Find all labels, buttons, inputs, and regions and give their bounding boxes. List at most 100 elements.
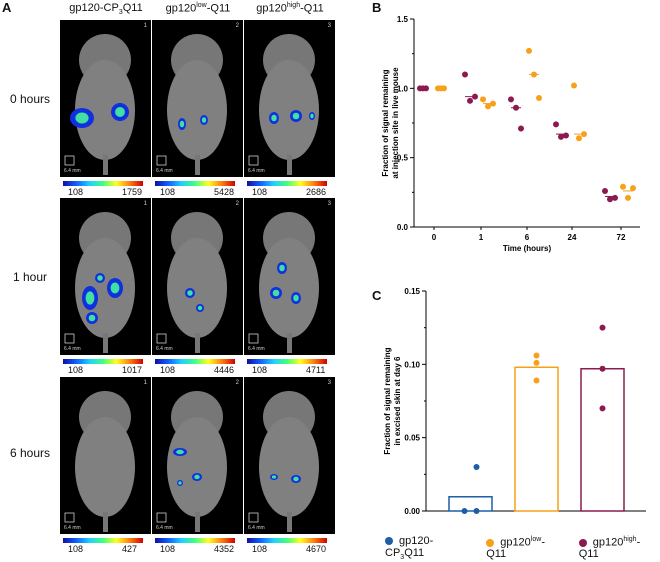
data-point: [472, 93, 478, 100]
data-point: [467, 97, 473, 104]
colorbar-min: 108: [68, 544, 84, 554]
colorbar-max: 4446: [214, 365, 235, 375]
colorbar-max: 4711: [306, 365, 326, 375]
column-title-low: gp120low-Q11: [165, 2, 231, 15]
row-label-6h: 6 hours: [9, 446, 51, 460]
colorbar-max: 5428: [214, 187, 235, 197]
scale-label: 6.4 mm: [156, 525, 173, 531]
colorbar-max: 4352: [214, 544, 235, 554]
bar: [448, 496, 493, 512]
data-point: [620, 183, 626, 190]
data-point: [473, 464, 480, 470]
colorbar-min: 108: [68, 187, 84, 197]
colorbar-max: 1759: [122, 187, 143, 197]
x-tick-label: 24: [568, 233, 577, 242]
legend-item-cp3: gp120-CP3Q11: [385, 535, 434, 562]
y-tick-label: 0.5: [397, 154, 409, 163]
panel-label-a: A: [2, 0, 12, 15]
legend-item-high: gp120high-Q11: [578, 535, 641, 561]
mouse-image: 1 6.4 mm: [60, 377, 151, 534]
data-point: [441, 85, 447, 92]
data-point: [513, 104, 519, 111]
colorbar: [247, 359, 327, 364]
panel-number: 1: [143, 201, 147, 207]
y-tick-label: 0.15: [404, 287, 420, 296]
y-tick-label: 1.0: [397, 84, 409, 93]
legend-marker: [385, 537, 393, 546]
mouse-image: 2 6.4 mm: [152, 20, 243, 177]
data-point: [508, 96, 514, 103]
data-point: [607, 196, 613, 203]
panel-number: 1: [143, 380, 147, 386]
panel-number: 3: [327, 201, 331, 207]
scale-label: 6.4 mm: [248, 525, 265, 531]
mouse-image: 2 6.4 mm: [152, 198, 243, 355]
mouse-image: 3 6.4 mm: [244, 377, 335, 534]
colorbar: [247, 181, 327, 186]
legend: gp120-CP3Q11 gp120low-Q11 gp120high-Q11: [385, 535, 660, 561]
colorbar-min: 108: [252, 365, 268, 375]
y-axis-title: Fraction of signal remainingat injection…: [381, 67, 400, 179]
y-tick-label: 0.0: [397, 223, 409, 232]
y-axis-title: Fraction of signal remainingin excised s…: [383, 347, 402, 454]
data-point: [461, 508, 468, 514]
panel-number: 1: [143, 23, 147, 29]
column-title-cp3: gp120-CP3Q11: [69, 2, 143, 17]
scale-label: 6.4 mm: [64, 168, 81, 174]
data-point: [571, 82, 577, 89]
data-point: [531, 71, 537, 78]
panel-number: 3: [327, 380, 331, 386]
data-point: [533, 359, 540, 366]
data-point: [518, 125, 524, 132]
scale-label: 6.4 mm: [64, 346, 81, 352]
data-point: [417, 85, 423, 92]
colorbar: [63, 538, 143, 543]
data-point: [462, 71, 468, 78]
colorbar-min: 108: [160, 544, 176, 554]
data-point: [438, 85, 444, 92]
colorbar-min: 108: [68, 365, 84, 375]
mouse-image: 2 6.4 mm: [152, 377, 243, 534]
x-tick-label: 6: [525, 233, 530, 242]
data-point: [533, 377, 540, 384]
legend-marker: [578, 538, 587, 547]
colorbar: [155, 538, 235, 543]
y-tick-label: 0.10: [404, 360, 420, 369]
scale-label: 6.4 mm: [156, 346, 173, 352]
bar: [580, 367, 625, 512]
data-point: [612, 194, 618, 201]
x-tick-label: 0: [432, 233, 437, 242]
colorbar: [155, 181, 235, 186]
row-label-0h: 0 hours: [9, 92, 51, 106]
data-point: [423, 85, 429, 92]
legend-marker: [486, 538, 495, 547]
x-axis-title: Time (hours): [503, 244, 552, 253]
colorbar: [247, 538, 327, 543]
data-point: [581, 131, 587, 138]
data-point: [625, 194, 631, 201]
colorbar-max: 2686: [306, 187, 327, 197]
mouse-image: 3 6.4 mm: [244, 20, 335, 177]
data-point: [526, 47, 532, 54]
data-point: [602, 187, 608, 194]
data-point: [630, 185, 636, 192]
data-point: [576, 135, 582, 142]
data-point: [553, 121, 559, 128]
colorbar-max: 1017: [122, 365, 143, 375]
data-point: [485, 103, 491, 110]
data-point: [435, 85, 441, 92]
panel-label-c: C: [372, 288, 382, 303]
data-point: [420, 85, 426, 92]
mouse-image: 1 6.4 mm: [60, 198, 151, 355]
data-point: [536, 95, 542, 102]
row-label-1h: 1 hour: [12, 270, 48, 284]
colorbar-max: 4670: [306, 544, 327, 554]
x-tick-label: 72: [617, 233, 626, 242]
data-point: [599, 365, 606, 372]
panel-number: 3: [327, 23, 331, 29]
colorbar: [63, 181, 143, 186]
y-tick-label: 1.5: [397, 15, 409, 24]
panel-number: 2: [235, 380, 239, 386]
colorbar-max: 427: [122, 544, 138, 554]
